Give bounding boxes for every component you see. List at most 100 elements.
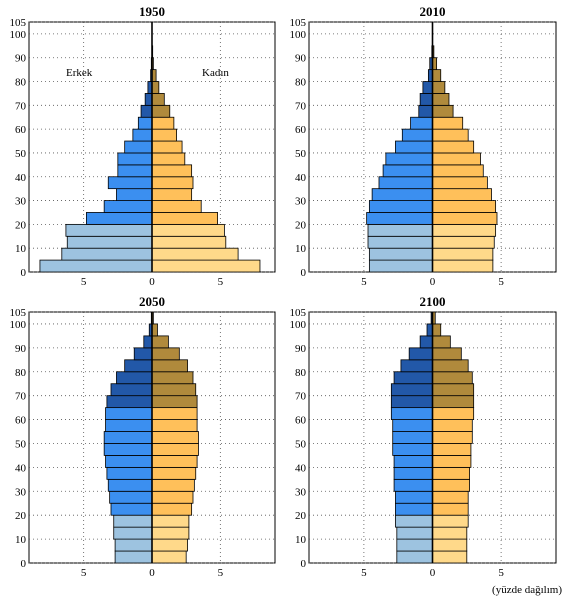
bar-female-0 [151, 550, 187, 564]
bar-male-40 [117, 164, 153, 178]
bar-female-35 [151, 176, 194, 190]
bar-female-25 [151, 200, 202, 213]
bar-female-5 [151, 247, 239, 261]
bar-male-5 [114, 538, 153, 552]
bar-female-55 [432, 128, 469, 142]
age-tick-label: 80 [295, 77, 307, 89]
bar-male-45 [117, 152, 153, 166]
bar-male-30 [116, 188, 153, 201]
bar-female-20 [432, 502, 469, 516]
x-tick-label: 0 [430, 567, 436, 579]
bar-male-65 [418, 104, 433, 118]
age-tick-label: 0 [301, 558, 307, 570]
bar-female-5 [432, 247, 494, 261]
bar-female-90 [151, 335, 169, 349]
age-tick-label: 105 [10, 17, 27, 29]
age-tick-label: 100 [10, 319, 27, 331]
bar-male-45 [385, 152, 433, 166]
bar-male-0 [368, 259, 433, 273]
bar-male-35 [107, 176, 153, 190]
bar-male-5 [61, 247, 153, 261]
x-tick-label: 5 [81, 276, 87, 288]
bar-male-0 [39, 259, 153, 273]
age-tick-label: 0 [301, 267, 307, 279]
bar-female-50 [432, 431, 473, 444]
bar-male-55 [392, 419, 433, 432]
bar-male-60 [410, 116, 433, 130]
bar-male-50 [395, 140, 433, 154]
bar-female-30 [151, 478, 195, 492]
bar-female-70 [151, 383, 197, 397]
bar-male-35 [378, 176, 433, 190]
bar-male-55 [401, 128, 433, 142]
bar-male-55 [132, 128, 153, 142]
age-tick-label: 90 [15, 53, 27, 65]
age-tick-label: 90 [295, 343, 307, 355]
bar-male-60 [105, 407, 153, 420]
bar-female-75 [432, 81, 446, 94]
bar-female-15 [432, 514, 469, 528]
bar-male-75 [116, 371, 153, 385]
x-tick-label: 0 [430, 276, 436, 288]
bar-female-40 [432, 455, 472, 468]
bar-male-15 [367, 223, 433, 237]
bar-female-65 [432, 104, 454, 118]
bar-male-20 [395, 502, 433, 516]
age-tick-label: 90 [295, 53, 307, 65]
bar-female-10 [432, 526, 468, 540]
bar-male-75 [422, 81, 433, 94]
bar-male-30 [371, 188, 433, 201]
bar-male-90 [419, 335, 433, 349]
age-tick-label: 30 [15, 196, 27, 208]
bar-female-60 [151, 116, 175, 130]
age-tick-label: 90 [15, 343, 27, 355]
bar-female-5 [432, 538, 468, 552]
bar-female-20 [151, 502, 193, 516]
bar-female-45 [432, 152, 481, 166]
age-tick-label: 10 [295, 243, 307, 255]
age-tick-label: 60 [295, 124, 307, 136]
bar-female-85 [432, 347, 462, 361]
age-tick-label: 80 [15, 77, 27, 89]
figure-caption: (yüzde dağılım) [492, 584, 562, 596]
age-tick-label: 105 [290, 17, 307, 29]
bar-male-10 [396, 526, 433, 540]
bar-female-10 [151, 235, 227, 249]
bar-male-50 [103, 431, 153, 444]
age-tick-label: 20 [15, 510, 27, 522]
bar-female-25 [432, 490, 469, 504]
age-tick-label: 100 [10, 29, 27, 41]
x-tick-label: 5 [218, 567, 224, 579]
age-tick-label: 30 [295, 486, 307, 498]
age-tick-label: 40 [295, 172, 307, 184]
bar-female-40 [432, 164, 484, 178]
bar-female-15 [151, 223, 225, 237]
bar-male-15 [65, 223, 153, 237]
bar-female-70 [151, 93, 165, 106]
bar-female-80 [432, 69, 442, 82]
bar-male-25 [103, 200, 153, 213]
bar-male-85 [133, 347, 153, 361]
bar-female-20 [151, 212, 218, 225]
age-tick-label: 10 [295, 534, 307, 546]
bar-male-10 [66, 235, 153, 249]
bar-male-75 [393, 371, 433, 385]
bar-male-20 [86, 212, 153, 225]
bar-female-65 [432, 395, 475, 409]
bar-female-60 [151, 407, 198, 420]
bar-female-60 [432, 407, 475, 420]
bar-female-40 [151, 455, 198, 468]
bar-male-20 [110, 502, 153, 516]
bar-female-80 [151, 359, 188, 373]
x-tick-label: 0 [149, 276, 155, 288]
age-tick-label: 105 [290, 307, 307, 319]
bar-female-5 [151, 538, 188, 552]
bar-female-75 [151, 81, 160, 94]
age-tick-label: 100 [290, 319, 307, 331]
x-tick-label: 5 [81, 567, 87, 579]
age-tick-label: 20 [295, 510, 307, 522]
bar-female-35 [432, 176, 488, 190]
age-tick-label: 70 [295, 391, 307, 403]
bar-female-25 [151, 490, 194, 504]
